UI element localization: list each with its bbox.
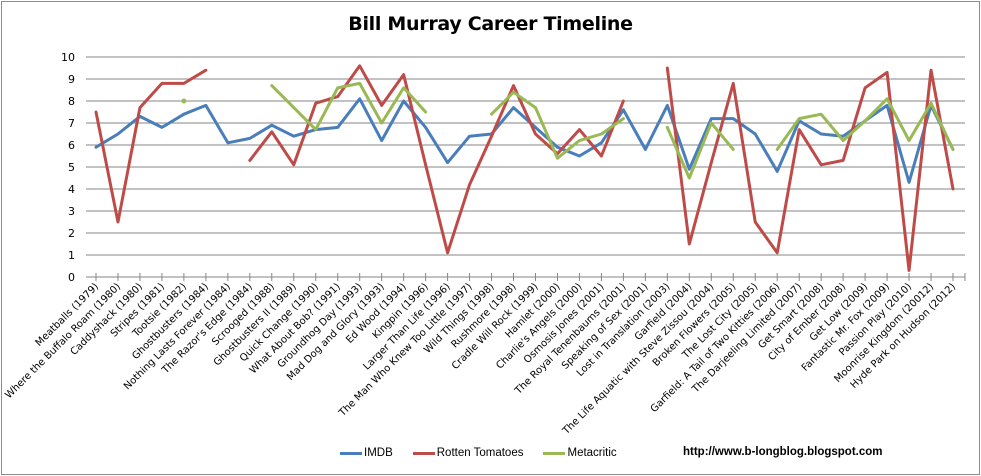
y-axis: 0 1 2 3 4 5 6 7 8 9 10	[61, 51, 75, 284]
legend-item-rotten-tomatoes: Rotten Tomatoes	[412, 447, 524, 459]
series-line-segment	[775, 97, 955, 151]
series-line-segment	[665, 66, 955, 272]
legend-item-imdb: IMDB	[340, 447, 393, 459]
source-credit: http://www.b-longblog.blogspot.com	[683, 446, 883, 458]
series-rotten-tomatoes	[94, 64, 955, 272]
y-tick-label: 2	[68, 227, 75, 240]
chart-title: Bill Murray Career Timeline	[348, 13, 633, 35]
series-line-segment	[665, 121, 735, 180]
series-line-segment	[94, 68, 208, 224]
legend-swatch-metacritic	[543, 451, 566, 455]
series-line-segment	[490, 90, 625, 160]
series-lines	[94, 64, 955, 272]
x-axis: Meatballs (1979)Where the Buffalo Roam (…	[3, 273, 966, 438]
legend-swatch-imdb	[340, 451, 362, 455]
legend-swatch-rotten-tomatoes	[412, 451, 435, 455]
legend-label-metacritic: Metacritic	[567, 447, 617, 459]
legend-item-metacritic: Metacritic	[543, 447, 617, 459]
legend: IMDB Rotten Tomatoes Metacritic	[340, 447, 637, 459]
series-line-segment	[248, 64, 625, 255]
y-tick-label: 5	[68, 161, 75, 174]
x-tick-label: Where the Buffalo Roam (1980)	[3, 281, 123, 401]
series-line-segment	[270, 81, 428, 132]
y-tick-label: 1	[68, 249, 75, 262]
y-tick-label: 6	[68, 139, 75, 152]
y-tick-label: 8	[68, 95, 75, 108]
y-tick-label: 9	[68, 73, 75, 86]
y-tick-label: 10	[61, 51, 75, 64]
y-tick-label: 0	[68, 271, 75, 284]
series-imdb	[94, 97, 955, 184]
y-tick-label: 3	[68, 205, 75, 218]
series-metacritic	[181, 81, 955, 180]
y-tick-label: 4	[68, 183, 75, 196]
series-line-segment	[94, 97, 955, 184]
series-point	[181, 98, 187, 104]
gridlines	[86, 56, 965, 278]
legend-label-imdb: IMDB	[364, 447, 393, 459]
y-tick-label: 7	[68, 117, 75, 130]
legend-label-rotten-tomatoes: Rotten Tomatoes	[436, 447, 524, 459]
